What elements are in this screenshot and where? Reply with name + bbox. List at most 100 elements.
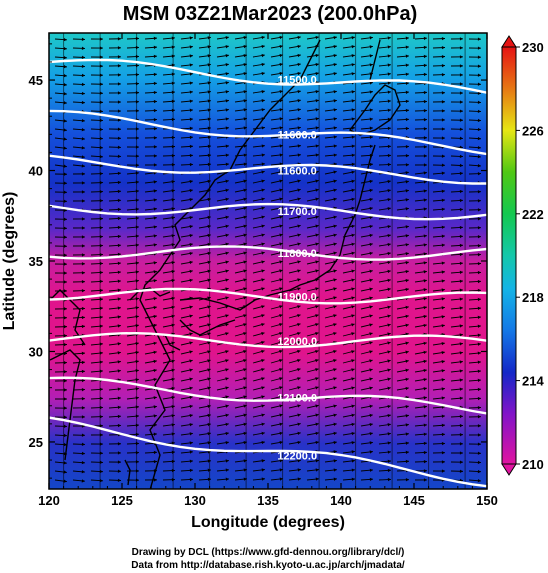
- wind-arrow-head: [63, 46, 67, 51]
- wind-arrow-head: [441, 288, 445, 292]
- wind-arrow-head: [99, 451, 103, 455]
- wind-arrow-head: [81, 387, 85, 392]
- wind-arrow-head: [279, 305, 283, 309]
- wind-arrow-head: [225, 368, 229, 372]
- wind-arrow-head: [171, 459, 175, 464]
- wind-arrow-head: [243, 117, 247, 121]
- wind-arrow-head: [333, 314, 337, 318]
- wind-arrow-head: [171, 423, 175, 427]
- wind-arrow-head: [441, 396, 445, 400]
- wind-arrow-head: [261, 53, 265, 58]
- wind-arrow-head: [153, 90, 157, 95]
- wind-arrow-head: [63, 119, 67, 123]
- wind-arrow-head: [423, 99, 427, 104]
- wind-arrow-head: [63, 226, 67, 230]
- wind-arrow-head: [81, 280, 85, 284]
- wind-arrow-head: [117, 270, 121, 274]
- wind-arrow-head: [63, 406, 67, 410]
- wind-arrow-head: [477, 226, 481, 230]
- wind-arrow-head: [297, 368, 301, 372]
- colorbar-tick-label: 226: [522, 123, 544, 138]
- wind-arrow-head: [99, 46, 103, 50]
- wind-arrow-head: [153, 189, 157, 193]
- wind-arrow-head: [333, 35, 337, 40]
- wind-arrow-head: [315, 314, 319, 318]
- wind-arrow-head: [171, 377, 175, 382]
- wind-arrow-head: [243, 170, 247, 174]
- wind-arrow-head: [81, 324, 85, 329]
- wind-arrow-head: [423, 54, 427, 59]
- wind-arrow-head: [333, 332, 337, 336]
- wind-arrow-head: [117, 127, 121, 131]
- wind-arrow-head: [369, 432, 373, 436]
- wind-arrow-head: [477, 360, 481, 364]
- wind-arrow-head: [351, 350, 355, 354]
- wind-arrow-head: [405, 81, 409, 85]
- wind-arrow-head: [153, 377, 157, 382]
- wind-arrow-head: [243, 62, 247, 67]
- y-axis-label: Latitude (degrees): [1, 192, 18, 331]
- wind-arrow-head: [225, 431, 229, 436]
- wind-arrow-head: [477, 469, 481, 474]
- wind-arrow-head: [171, 90, 175, 94]
- wind-arrow-head: [117, 478, 121, 483]
- wind-arrow-head: [63, 235, 67, 239]
- wind-arrow-head: [297, 395, 301, 399]
- wind-arrow-head: [135, 279, 139, 283]
- wind-arrow-head: [225, 179, 229, 183]
- wind-arrow-head: [333, 99, 337, 103]
- wind-arrow-head: [225, 72, 229, 76]
- wind-arrow-head: [351, 459, 355, 463]
- wind-arrow-head: [315, 468, 319, 472]
- wind-arrow-head: [351, 278, 355, 282]
- wind-arrow-head: [459, 306, 463, 310]
- wind-arrow-head: [279, 126, 283, 130]
- wind-arrow-head: [243, 206, 247, 210]
- wind-arrow-head: [387, 423, 391, 427]
- wind-arrow-head: [189, 441, 193, 445]
- wind-arrow-head: [261, 71, 265, 76]
- wind-arrow-head: [297, 314, 301, 318]
- wind-arrow-head: [207, 278, 211, 282]
- wind-arrow-head: [81, 360, 85, 365]
- wind-arrow-head: [261, 99, 265, 103]
- wind-arrow-head: [117, 261, 121, 265]
- wind-arrow-head: [207, 242, 211, 247]
- wind-arrow-head: [315, 108, 319, 112]
- wind-arrow-head: [81, 351, 85, 356]
- wind-arrow-head: [477, 433, 481, 437]
- wind-arrow-head: [315, 188, 319, 192]
- wind-arrow-head: [189, 459, 193, 463]
- wind-arrow-head: [387, 477, 391, 482]
- wind-arrow-head: [351, 170, 355, 174]
- wind-arrow-head: [441, 36, 445, 41]
- wind-arrow-head: [243, 341, 247, 345]
- wind-arrow-head: [81, 164, 85, 168]
- wind-arrow-head: [225, 233, 229, 237]
- wind-arrow-head: [315, 386, 319, 390]
- wind-arrow-head: [297, 53, 301, 58]
- wind-arrow-head: [351, 197, 355, 201]
- wind-arrow-head: [333, 188, 337, 192]
- wind-arrow-head: [405, 198, 409, 202]
- wind-arrow-head: [117, 37, 121, 41]
- y-tick-label: 40: [29, 164, 43, 179]
- wind-arrow-head: [63, 470, 67, 474]
- wind-arrow-head: [81, 172, 85, 176]
- wind-arrow-head: [369, 224, 373, 229]
- wind-arrow-head: [171, 234, 175, 238]
- wind-arrow-head: [441, 234, 445, 238]
- wind-arrow-head: [441, 261, 445, 265]
- wind-arrow-head: [171, 386, 175, 391]
- wind-arrow-head: [117, 73, 121, 77]
- wind-arrow-head: [333, 477, 337, 481]
- wind-arrow-head: [189, 468, 193, 473]
- wind-arrow-head: [477, 369, 481, 373]
- wind-arrow-head: [441, 63, 445, 68]
- wind-arrow-head: [81, 137, 85, 141]
- wind-arrow-head: [333, 153, 337, 157]
- wind-arrow-head: [279, 224, 283, 228]
- wind-arrow-head: [351, 332, 355, 336]
- wind-arrow-head: [63, 190, 67, 194]
- wind-arrow-head: [477, 217, 481, 221]
